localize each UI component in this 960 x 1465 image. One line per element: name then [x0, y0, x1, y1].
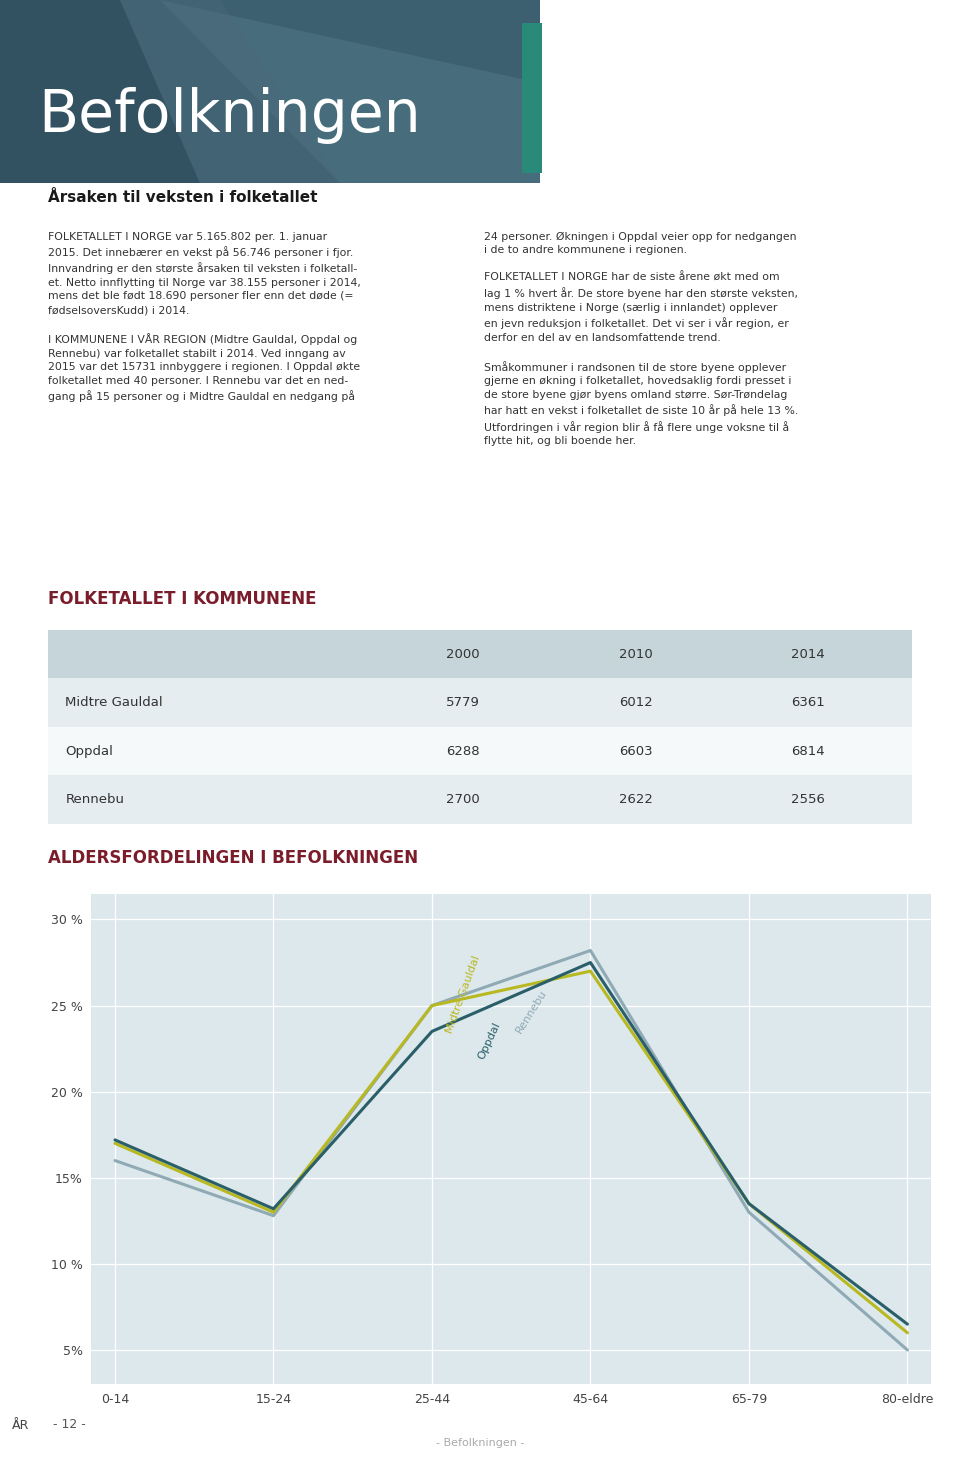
Text: 6361: 6361 [791, 696, 826, 709]
Text: Midtre Gauldal: Midtre Gauldal [444, 955, 482, 1034]
Polygon shape [120, 0, 340, 183]
Text: ÅR: ÅR [12, 1418, 29, 1431]
Polygon shape [160, 0, 540, 183]
Text: - 12 -: - 12 - [53, 1418, 85, 1431]
Text: FOLKETALLET I KOMMUNENE: FOLKETALLET I KOMMUNENE [48, 590, 317, 608]
Text: 5779: 5779 [445, 696, 480, 709]
Text: - Befolkningen -: - Befolkningen - [436, 1439, 524, 1447]
Bar [48, 678, 912, 727]
Text: 2010: 2010 [618, 648, 653, 661]
Bar [48, 775, 912, 823]
Text: Rennebu: Rennebu [65, 793, 124, 806]
Text: 2014: 2014 [791, 648, 826, 661]
Text: 6814: 6814 [791, 744, 826, 757]
Text: 2556: 2556 [791, 793, 826, 806]
Text: 6012: 6012 [618, 696, 653, 709]
Text: ALDERSFORDELINGEN I BEFOLKNINGEN: ALDERSFORDELINGEN I BEFOLKNINGEN [48, 850, 419, 867]
Bar [48, 727, 912, 775]
Text: Rennebu: Rennebu [515, 987, 549, 1034]
Polygon shape [0, 0, 200, 183]
Text: 6603: 6603 [618, 744, 653, 757]
Text: Befolkningen: Befolkningen [38, 86, 420, 144]
Text: Oppdal: Oppdal [65, 744, 113, 757]
Text: 6288: 6288 [445, 744, 480, 757]
Text: Årsaken til veksten i folketallet: Årsaken til veksten i folketallet [48, 190, 318, 205]
Text: 2700: 2700 [445, 793, 480, 806]
Text: Midtre Gauldal: Midtre Gauldal [65, 696, 163, 709]
Text: 2000: 2000 [445, 648, 480, 661]
Bar [48, 630, 912, 678]
Text: Oppdal: Oppdal [476, 1020, 502, 1061]
Bar [522, 23, 542, 173]
Text: FOLKETALLET I NORGE var 5.165.802 per. 1. januar
2015. Det innebærer en vekst på: FOLKETALLET I NORGE var 5.165.802 per. 1… [48, 231, 361, 403]
Polygon shape [0, 0, 540, 183]
Text: 24 personer. Økningen i Oppdal veier opp for nedgangen
i de to andre kommunene i: 24 personer. Økningen i Oppdal veier opp… [485, 231, 799, 447]
Text: 2622: 2622 [618, 793, 653, 806]
